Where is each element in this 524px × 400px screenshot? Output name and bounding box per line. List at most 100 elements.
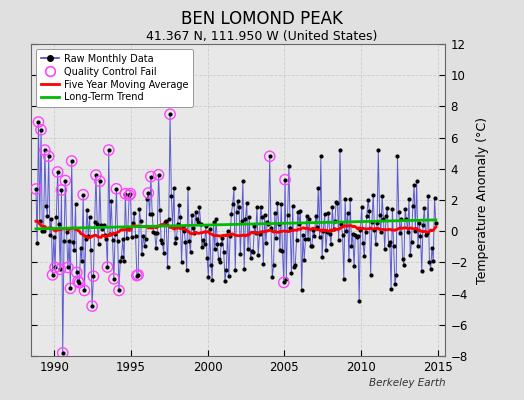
Point xyxy=(298,287,306,294)
Point xyxy=(166,111,174,118)
Point xyxy=(418,268,426,274)
Point xyxy=(350,263,358,269)
Point xyxy=(427,265,435,272)
Point xyxy=(146,211,154,218)
Point xyxy=(280,279,288,286)
Point xyxy=(316,153,325,160)
Text: BEN LOMOND PEAK: BEN LOMOND PEAK xyxy=(181,10,343,28)
Point xyxy=(143,196,151,202)
Point xyxy=(77,244,85,251)
Point xyxy=(75,280,83,286)
Point xyxy=(307,242,315,249)
Point xyxy=(276,247,284,253)
Point xyxy=(368,218,376,225)
Point xyxy=(267,225,275,232)
Point xyxy=(400,262,408,268)
Point xyxy=(266,153,274,160)
Point xyxy=(123,235,131,242)
Point xyxy=(221,278,229,284)
Point xyxy=(425,259,434,266)
Point xyxy=(394,153,402,160)
Point xyxy=(324,210,333,216)
Point xyxy=(111,230,119,237)
Point xyxy=(287,270,296,276)
Point xyxy=(105,147,113,153)
Point xyxy=(100,222,108,228)
Point xyxy=(94,241,103,248)
Point xyxy=(125,192,134,198)
Point xyxy=(291,262,300,268)
Point xyxy=(354,233,362,239)
Point xyxy=(63,264,72,271)
Point xyxy=(149,228,158,235)
Point xyxy=(370,226,379,233)
Point xyxy=(32,186,40,192)
Point xyxy=(226,233,234,239)
Point xyxy=(62,229,71,236)
Point xyxy=(278,248,287,254)
Point xyxy=(395,209,403,216)
Point xyxy=(172,235,181,242)
Point xyxy=(266,153,274,160)
Point xyxy=(52,214,61,220)
Point xyxy=(95,178,104,184)
Point xyxy=(248,248,256,255)
Point xyxy=(273,200,281,206)
Point xyxy=(232,209,241,216)
Point xyxy=(249,248,257,255)
Point xyxy=(290,264,298,270)
Point xyxy=(32,186,40,192)
Point xyxy=(93,221,102,228)
Point xyxy=(41,147,49,153)
Point xyxy=(56,266,64,272)
Point xyxy=(110,276,118,282)
Point xyxy=(57,187,66,193)
Point xyxy=(37,126,45,133)
Point xyxy=(202,223,210,229)
Point xyxy=(158,240,167,246)
Point xyxy=(292,237,301,244)
Point xyxy=(313,224,321,230)
Point xyxy=(250,223,258,230)
Point xyxy=(383,205,391,211)
Point xyxy=(260,211,269,218)
Point xyxy=(187,249,195,256)
Point xyxy=(387,286,395,292)
Point xyxy=(196,221,205,227)
Point xyxy=(373,220,381,227)
Point xyxy=(374,147,383,153)
Point xyxy=(194,219,202,225)
Point xyxy=(240,265,248,272)
Point xyxy=(360,253,368,259)
Point xyxy=(74,278,82,284)
Point xyxy=(153,229,161,236)
Point xyxy=(382,213,390,219)
Point xyxy=(46,232,54,239)
Point xyxy=(50,234,58,240)
Point xyxy=(252,230,260,237)
Point xyxy=(281,176,289,183)
Point xyxy=(103,264,112,270)
Point xyxy=(69,238,77,245)
Point xyxy=(47,215,56,222)
Point xyxy=(384,242,392,248)
Point xyxy=(327,241,335,247)
Point xyxy=(302,213,311,220)
Point xyxy=(341,196,350,202)
Point xyxy=(208,277,216,283)
Point xyxy=(176,214,184,220)
Point xyxy=(299,232,307,239)
Point xyxy=(296,208,304,214)
Point xyxy=(112,186,121,192)
Point xyxy=(191,208,200,215)
Point xyxy=(182,267,191,274)
Point xyxy=(362,228,370,235)
Point xyxy=(333,200,342,206)
Point xyxy=(195,204,204,210)
Point xyxy=(39,228,48,234)
Point xyxy=(289,203,297,209)
Point xyxy=(204,274,213,280)
Point xyxy=(255,231,264,238)
Point xyxy=(65,238,73,244)
Point xyxy=(66,285,74,292)
